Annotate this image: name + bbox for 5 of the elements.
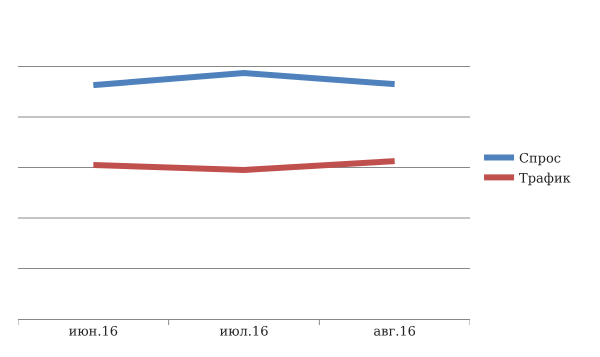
legend-label: Спрос — [519, 152, 562, 167]
x-tick-label: авг.16 — [373, 324, 416, 340]
x-tick-label: июн.16 — [68, 324, 118, 340]
x-tick-label: июл.16 — [220, 324, 268, 340]
legend-label: Трафик — [519, 171, 571, 186]
